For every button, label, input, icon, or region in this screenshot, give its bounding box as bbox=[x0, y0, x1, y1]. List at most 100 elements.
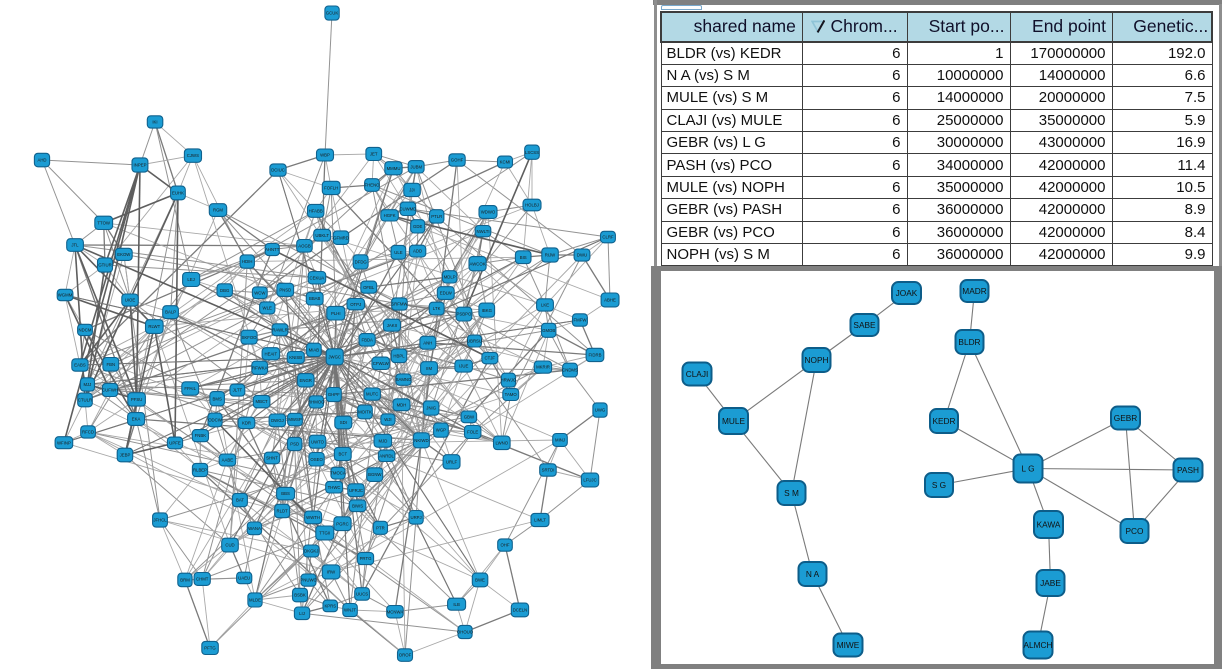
svg-text:BIS: BIS bbox=[520, 255, 527, 260]
svg-text:URLF: URLF bbox=[446, 459, 458, 464]
svg-text:ANRDL: ANRDL bbox=[379, 453, 394, 458]
svg-text:IBKG: IBKG bbox=[482, 308, 493, 313]
svg-text:RFWKA: RFWKA bbox=[252, 365, 268, 370]
svg-text:MIWE: MIWE bbox=[836, 640, 859, 650]
svg-text:NKIWD: NKIWD bbox=[414, 438, 428, 443]
svg-text:NDCM: NDCM bbox=[79, 328, 92, 333]
svg-text:EDLW: EDLW bbox=[440, 291, 453, 296]
svg-text:CUWMD: CUWMD bbox=[399, 206, 416, 211]
svg-text:JUBM: JUBM bbox=[410, 164, 422, 169]
svg-text:TMOCA: TMOCA bbox=[330, 471, 346, 476]
svg-text:MINJ: MINJ bbox=[555, 438, 565, 443]
svg-text:LTK: LTK bbox=[433, 306, 441, 311]
svg-text:LKE: LKE bbox=[541, 303, 549, 308]
svg-text:WGMM: WGMM bbox=[58, 293, 73, 298]
svg-text:LSCSS: LSCSS bbox=[525, 150, 539, 155]
svg-text:WNJT: WNJT bbox=[344, 608, 356, 613]
svg-text:PFTG: PFTG bbox=[204, 646, 216, 651]
svg-text:CLAJI: CLAJI bbox=[685, 369, 708, 379]
svg-text:PRTG: PRTG bbox=[360, 556, 373, 561]
svg-text:MMMU: MMMU bbox=[387, 166, 401, 171]
svg-text:TTGII: TTGII bbox=[319, 531, 330, 536]
svg-text:MKRIR: MKRIR bbox=[536, 365, 550, 370]
svg-text:CLRF: CLRF bbox=[602, 235, 614, 240]
svg-text:FHENO: FHENO bbox=[364, 183, 380, 188]
svg-text:BIWS: BIWS bbox=[352, 503, 363, 508]
svg-text:KAWA: KAWA bbox=[1036, 520, 1060, 530]
svg-text:MADR: MADR bbox=[962, 286, 986, 296]
svg-text:CJWS: CJWS bbox=[187, 153, 199, 158]
svg-text:WDWO: WDWO bbox=[481, 210, 496, 215]
svg-text:PTR: PTR bbox=[376, 525, 385, 530]
svg-text:PCO: PCO bbox=[1125, 526, 1144, 536]
svg-text:UBRSU: UBRSU bbox=[467, 339, 482, 344]
svg-text:MJD: MJD bbox=[378, 438, 387, 443]
svg-text:WGP: WGP bbox=[436, 428, 446, 433]
svg-text:SDI: SDI bbox=[340, 420, 347, 425]
svg-text:PNUWC: PNUWC bbox=[300, 578, 316, 583]
svg-text:LEJ: LEJ bbox=[187, 277, 194, 282]
svg-text:KCMI: KCMI bbox=[500, 160, 511, 165]
svg-text:ADD: ADD bbox=[413, 249, 422, 254]
svg-text:FBDA: FBDA bbox=[361, 338, 373, 343]
svg-text:JNIG: JNIG bbox=[426, 406, 436, 411]
svg-text:PLHI: PLHI bbox=[331, 311, 341, 316]
svg-text:FOLE: FOLE bbox=[467, 430, 478, 435]
svg-text:PTLR: PTLR bbox=[431, 214, 442, 219]
svg-text:PNSD: PNSD bbox=[279, 287, 291, 292]
svg-text:FBN: FBN bbox=[106, 362, 115, 367]
svg-text:EKOW: EKOW bbox=[117, 252, 131, 257]
svg-text:SRTDI: SRTDI bbox=[542, 468, 555, 473]
svg-text:AOGB: AOGB bbox=[298, 243, 311, 248]
svg-text:JJI: JJI bbox=[409, 188, 415, 193]
svg-text:CFWLW: CFWLW bbox=[373, 361, 390, 366]
svg-text:HGFK: HGFK bbox=[384, 213, 396, 218]
svg-text:ODCW: ODCW bbox=[208, 418, 223, 423]
svg-text:PSD: PSD bbox=[290, 442, 299, 447]
svg-text:GFMRD: GFMRD bbox=[333, 235, 349, 240]
svg-text:CHMT: CHMT bbox=[196, 577, 209, 582]
svg-text:DWGJ: DWGJ bbox=[271, 418, 284, 423]
svg-text:IRW: IRW bbox=[327, 570, 336, 575]
svg-text:N A: N A bbox=[805, 569, 819, 579]
svg-text:EUHK: EUHK bbox=[172, 191, 184, 196]
svg-text:WWTH: WWTH bbox=[306, 515, 320, 520]
svg-text:WFINP: WFINP bbox=[57, 440, 71, 445]
svg-text:PGRC: PGRC bbox=[336, 521, 348, 526]
svg-text:WBP: WBP bbox=[320, 153, 330, 158]
svg-text:EKA: EKA bbox=[132, 417, 141, 422]
svg-text:KPRS: KPRS bbox=[324, 604, 336, 609]
svg-text:GDE: GDE bbox=[413, 224, 422, 229]
svg-text:NOPH: NOPH bbox=[804, 355, 828, 365]
svg-text:CTJF: CTJF bbox=[485, 356, 496, 361]
svg-text:CTULR: CTULR bbox=[78, 398, 92, 403]
svg-text:CUD: CUD bbox=[225, 543, 234, 548]
svg-text:UPFE: UPFE bbox=[169, 441, 181, 446]
svg-text:JWGC: JWGC bbox=[328, 354, 341, 359]
svg-text:ANH: ANH bbox=[423, 340, 432, 345]
svg-text:MLDE: MLDE bbox=[249, 598, 261, 603]
svg-text:GEBR: GEBR bbox=[1113, 413, 1137, 423]
svg-text:RLBEP: RLBEP bbox=[193, 468, 207, 473]
svg-text:FMFW: FMFW bbox=[574, 318, 588, 323]
svg-text:PFSU: PFSU bbox=[131, 397, 142, 402]
svg-text:FNBK: FNBK bbox=[195, 433, 207, 438]
svg-text:SRFMW: SRFMW bbox=[391, 302, 408, 307]
svg-text:OTPJ: OTPJ bbox=[350, 302, 361, 307]
svg-text:GBW: GBW bbox=[464, 415, 475, 420]
svg-text:BBS: BBS bbox=[281, 491, 290, 496]
svg-text:NWLTI: NWLTI bbox=[476, 229, 489, 234]
svg-text:ULE: ULE bbox=[394, 250, 402, 255]
svg-text:S G: S G bbox=[931, 480, 945, 490]
svg-text:BSBK: BSBK bbox=[294, 593, 306, 598]
svg-text:RHMOG: RHMOG bbox=[308, 400, 325, 405]
svg-text:JEBP: JEBP bbox=[120, 453, 131, 458]
svg-text:MJJ: MJJ bbox=[83, 382, 91, 387]
svg-text:GHPF: GHPF bbox=[328, 392, 340, 397]
svg-text:JLTT: JLTT bbox=[233, 388, 243, 393]
svg-text:DKGKJ: DKGKJ bbox=[304, 549, 318, 554]
svg-text:INPEP: INPEP bbox=[134, 163, 147, 168]
svg-text:HOLBJ: HOLBJ bbox=[525, 203, 539, 208]
svg-text:JET: JET bbox=[370, 152, 378, 157]
svg-text:MOITK: MOITK bbox=[358, 410, 372, 415]
